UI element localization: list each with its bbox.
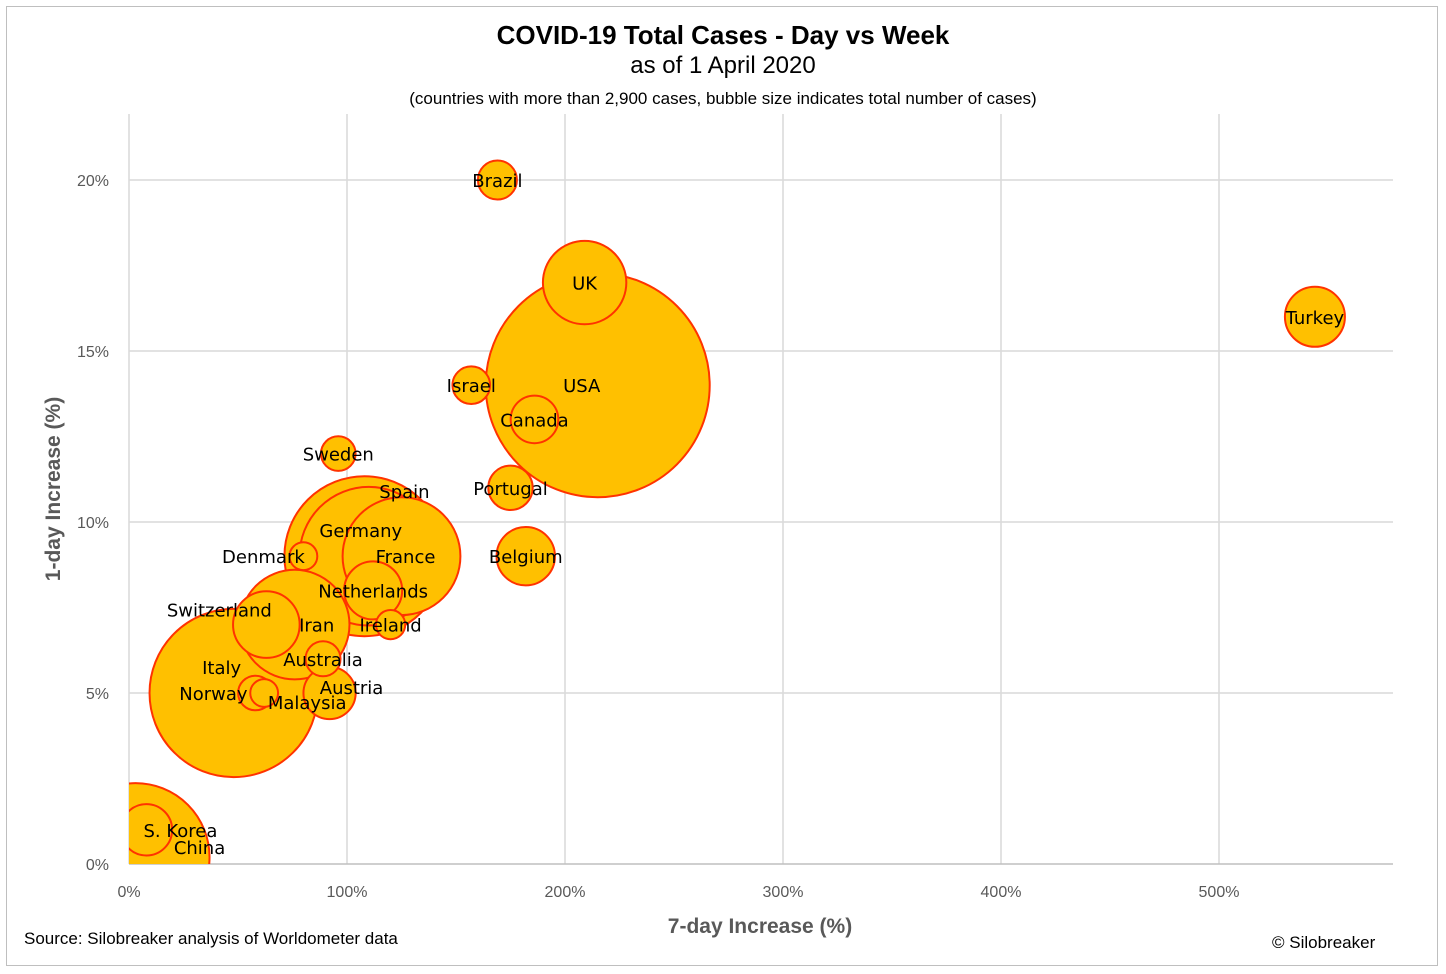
y-axis-title: 1-day Increase (%)	[42, 397, 65, 581]
bubble-ireland	[375, 609, 407, 641]
x-tick-label: 500%	[1199, 884, 1240, 901]
chart-subtitle: as of 1 April 2020	[630, 52, 816, 79]
bubble-israel	[451, 365, 492, 406]
bubble-label: Canada	[500, 410, 569, 431]
bubble-label: China	[174, 838, 225, 859]
source-note: Source: Silobreaker analysis of Worldome…	[24, 929, 398, 948]
copyright-note: © Silobreaker	[1272, 933, 1376, 952]
bubbles	[129, 159, 1346, 864]
chart-note: (countries with more than 2,900 cases, b…	[409, 89, 1037, 108]
x-tick-label: 100%	[327, 884, 368, 901]
bubble-switzerland	[232, 590, 301, 659]
bubble-label: Ireland	[359, 616, 421, 637]
bubble-label: Belgium	[489, 547, 563, 568]
bubble-netherlands	[343, 560, 404, 621]
bubble-label: Brazil	[472, 171, 522, 192]
bubble-label: Portugal	[473, 479, 548, 500]
x-tick-label: 300%	[763, 884, 804, 901]
bubble-label: France	[376, 547, 436, 568]
axes	[128, 114, 1393, 865]
bubble-label: Germany	[319, 521, 402, 542]
bubble-label: UK	[572, 274, 598, 295]
grid-lines	[129, 114, 1393, 864]
bubble-australia	[304, 640, 342, 678]
bubble-label: S. Korea	[143, 821, 217, 842]
bubble-portugal	[487, 464, 534, 511]
bubble-label: Switzerland	[167, 601, 272, 622]
x-tick-label: 0%	[117, 884, 140, 901]
bubble-label: Iran	[299, 616, 334, 637]
bubble-label: USA	[563, 376, 601, 397]
bubble-label: Turkey	[1285, 308, 1345, 329]
bubble-label: Israel	[447, 376, 496, 397]
bubble-uk	[541, 239, 628, 326]
y-tick-label: 15%	[77, 344, 109, 361]
bubble-brazil	[476, 159, 518, 201]
bubble-canada	[509, 394, 560, 445]
bubble-label: Austria	[320, 678, 384, 699]
y-tick-label: 10%	[77, 515, 109, 532]
y-tick-label: 20%	[77, 173, 109, 190]
bubble-s-korea	[129, 803, 174, 857]
x-tick-label: 400%	[981, 884, 1022, 901]
bubble-label: Denmark	[222, 547, 305, 568]
bubble-turkey	[1283, 285, 1346, 348]
tick-labels: 0% 100% 200% 300% 400% 500% 0% 5% 10% 15% 20%	[77, 173, 1239, 901]
bubble-denmark	[288, 541, 319, 572]
chart-frame	[6, 6, 1438, 966]
bubble-label: Australia	[283, 650, 363, 671]
bubble-label: Sweden	[303, 445, 374, 466]
bubble-label: Netherlands	[318, 581, 428, 602]
bubble-label: Italy	[202, 658, 241, 679]
bubble-labels: China Italy Spain Germany USA France Iran UK Swi…	[143, 171, 1344, 859]
x-tick-label: 200%	[545, 884, 586, 901]
bubble-malaysia	[249, 678, 280, 708]
bubble-label: Malaysia	[268, 693, 347, 714]
bubble-belgium	[495, 526, 556, 587]
bubble-sweden	[319, 435, 357, 472]
x-axis-title: 7-day Increase (%)	[668, 915, 852, 938]
chart-title: COVID-19 Total Cases - Day vs Week	[496, 20, 950, 50]
y-tick-label: 0%	[86, 857, 109, 874]
bubble-label: Norway	[179, 684, 248, 705]
bubble-label: Spain	[379, 482, 429, 503]
y-tick-label: 5%	[86, 686, 109, 703]
